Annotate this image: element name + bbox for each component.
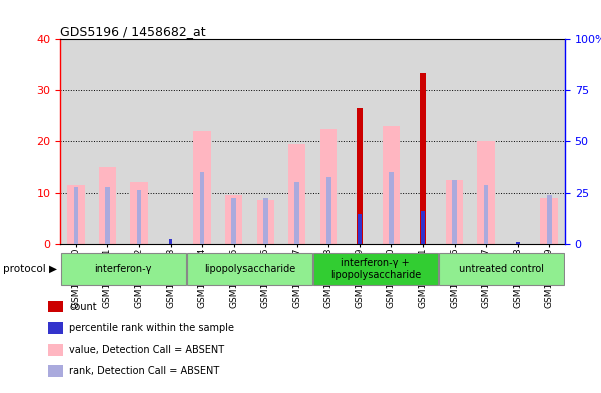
Bar (105, 187, 110, 244)
Bar (225, 195, 242, 244)
Text: protocol ▶: protocol ▶ (3, 264, 57, 274)
Bar (67, 185, 85, 244)
Bar (186, 39, 218, 244)
Bar (288, 144, 305, 244)
Bar (249, 39, 281, 244)
Bar (477, 141, 495, 244)
Bar (231, 198, 236, 244)
Bar (439, 39, 470, 244)
Bar (358, 214, 362, 244)
Bar (313, 39, 344, 244)
Bar (130, 182, 148, 244)
Bar (534, 39, 565, 244)
Bar (470, 39, 502, 244)
Text: rank, Detection Call = ABSENT: rank, Detection Call = ABSENT (69, 366, 219, 376)
Bar (540, 198, 558, 244)
Bar (344, 39, 376, 244)
Text: interferon-γ +
lipopolysaccharide: interferon-γ + lipopolysaccharide (330, 259, 421, 280)
Bar (383, 126, 400, 244)
Text: percentile rank within the sample: percentile rank within the sample (69, 323, 234, 333)
Bar (169, 239, 172, 244)
Bar (257, 200, 274, 244)
Bar (294, 182, 299, 244)
Bar (421, 211, 425, 244)
FancyBboxPatch shape (439, 253, 564, 285)
Text: lipopolysaccharide: lipopolysaccharide (204, 264, 295, 274)
Bar (326, 177, 331, 244)
FancyBboxPatch shape (187, 253, 312, 285)
Bar (73, 187, 78, 244)
Bar (200, 172, 204, 244)
Bar (136, 190, 141, 244)
Bar (91, 39, 123, 244)
Bar (155, 39, 186, 244)
Bar (484, 185, 489, 244)
Text: interferon-γ: interferon-γ (94, 264, 152, 274)
Bar (218, 39, 249, 244)
Bar (194, 131, 211, 244)
Bar (516, 242, 519, 244)
Bar (263, 198, 267, 244)
Bar (376, 39, 407, 244)
FancyBboxPatch shape (313, 253, 438, 285)
Text: value, Detection Call = ABSENT: value, Detection Call = ABSENT (69, 345, 224, 355)
Bar (420, 72, 426, 244)
Bar (320, 129, 337, 244)
Text: untreated control: untreated control (459, 264, 545, 274)
Bar (123, 39, 155, 244)
Bar (357, 108, 362, 244)
Bar (281, 39, 313, 244)
Bar (407, 39, 439, 244)
Text: GDS5196 / 1458682_at: GDS5196 / 1458682_at (60, 25, 206, 38)
Text: count: count (69, 301, 97, 312)
Bar (452, 180, 457, 244)
Bar (446, 180, 463, 244)
Bar (502, 39, 534, 244)
Bar (60, 39, 91, 244)
FancyBboxPatch shape (61, 253, 186, 285)
Bar (389, 172, 394, 244)
Bar (547, 195, 552, 244)
Bar (99, 167, 116, 244)
